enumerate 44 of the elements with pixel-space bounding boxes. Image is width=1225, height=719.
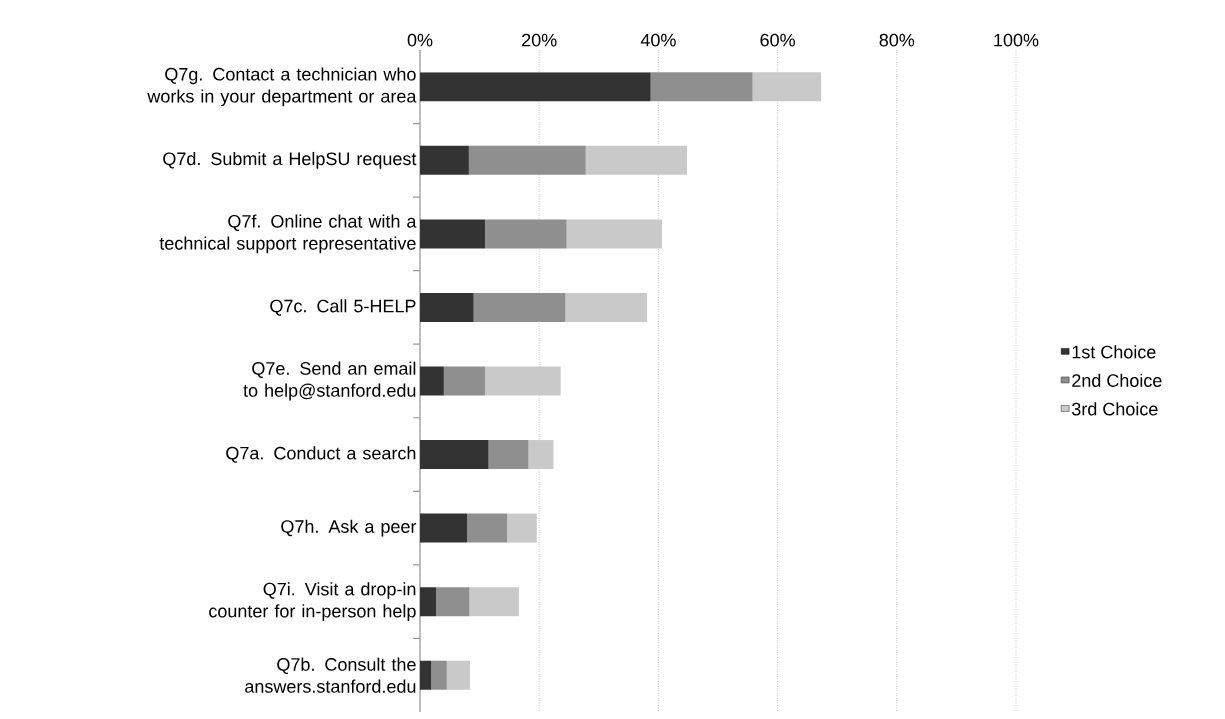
y-tick-label: Q7b. Consult the answers.stanford.edu — [245, 657, 416, 693]
y-tick-label: Q7g. Contact a technician who works in your department or area — [147, 67, 417, 107]
y-tick-label: Q7i. Visit a drop-in counter for in-person help — [209, 582, 416, 622]
bar — [420, 366, 444, 396]
bar — [420, 440, 489, 470]
bar — [469, 587, 519, 617]
bar — [446, 660, 471, 690]
bar — [650, 72, 753, 102]
x-tick-label: 80% — [879, 33, 915, 47]
bar — [420, 513, 468, 543]
bar — [566, 219, 662, 249]
y-tick-label: Q7h. Ask a peer — [281, 519, 417, 537]
legend-label: 3rd Choice — [1072, 402, 1158, 416]
legend-label: 2nd Choice — [1072, 373, 1162, 387]
bar — [436, 587, 470, 617]
y-tick-label: Q7f. Online chat with a technical support representative — [159, 214, 417, 254]
bar — [467, 513, 508, 543]
bar — [752, 72, 822, 102]
y-tick-label: Q7c. Call 5-HELP — [270, 299, 416, 316]
bar — [484, 366, 561, 396]
bar — [507, 513, 537, 543]
y-tick-label: Q7d. Submit a HelpSU request — [163, 151, 417, 169]
bar — [443, 366, 485, 396]
bar — [484, 219, 567, 249]
bar — [420, 145, 469, 175]
x-tick-label: 40% — [640, 33, 676, 47]
y-tick-label: Q7a. Conduct a search — [226, 446, 416, 463]
x-tick-label: 20% — [522, 33, 557, 47]
bar — [488, 440, 529, 470]
bar — [431, 660, 447, 690]
bar — [473, 292, 566, 322]
x-tick-label: 0% — [407, 33, 433, 47]
y-tick-label: Q7e. Send an email to help@stanford.edu — [243, 361, 416, 401]
bar — [420, 72, 651, 102]
bar — [420, 587, 437, 617]
bar — [585, 145, 688, 175]
bar — [528, 440, 554, 470]
legend-label: 1st Choice — [1072, 345, 1156, 359]
bar — [420, 219, 485, 249]
bar — [468, 145, 586, 175]
bar — [565, 292, 648, 322]
bar — [420, 292, 474, 322]
x-tick-label: 100% — [994, 33, 1039, 47]
x-tick-label: 60% — [760, 33, 795, 47]
